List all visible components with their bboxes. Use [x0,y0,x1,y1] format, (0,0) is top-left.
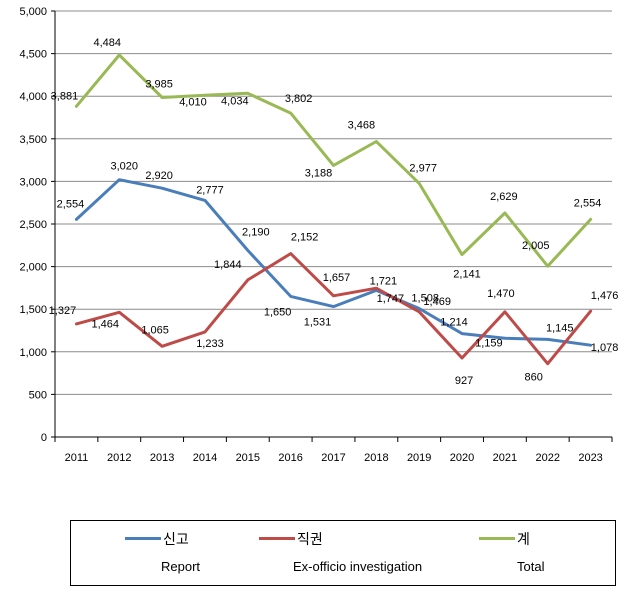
y-tick-label: 3,500 [19,134,47,146]
data-label-total: 2,629 [490,191,518,203]
data-label-total: 2,554 [574,197,602,209]
data-label-report: 2,777 [196,184,224,196]
data-label-exofficio: 927 [455,375,473,387]
y-tick-label: 500 [29,389,47,401]
line-chart: 0 500 1,000 1,500 2,000 2,500 3,000 3,500 4,000 4… [19,6,619,464]
data-label-report: 2,920 [145,170,173,182]
data-label-report: 1,159 [475,337,503,349]
data-label-exofficio: 1,464 [92,318,120,330]
chart-legend: 신고 Report 직권 Ex-officio investigation 계 … [70,520,616,586]
x-tick-label: 2022 [535,452,559,464]
data-label-total: 4,034 [221,95,249,107]
y-tick-label: 1,500 [19,304,47,316]
data-label-report: 3,020 [111,161,139,173]
x-tick-label: 2019 [407,452,431,464]
legend-label-exofficio-en: Ex-officio investigation [293,559,423,574]
y-tick-label: 1,000 [19,347,47,359]
grid-lines [55,10,612,395]
x-tick-label: 2015 [236,452,260,464]
x-tick-label: 2017 [321,452,345,464]
y-tick-label: 5,000 [19,6,47,18]
data-label-total: 2,141 [453,269,481,281]
data-label-report: 1,531 [304,317,332,329]
y-tick-label: 2,500 [19,219,47,231]
x-tick-label: 2016 [278,452,302,464]
series-line-total [74,53,593,268]
data-label-report: 2,554 [57,198,85,210]
data-label-exofficio: 1,657 [323,272,351,284]
data-label-total: 4,010 [179,96,207,108]
data-label-total: 3,468 [348,120,376,132]
data-label-exofficio: 860 [525,372,543,384]
y-tick-label: 2,000 [19,262,47,274]
data-label-exofficio: 2,152 [291,232,319,244]
data-label-report: 2,190 [242,226,270,238]
data-label-exofficio: 1,327 [49,305,77,317]
x-tick-label: 2014 [193,452,217,464]
x-tick-label: 2020 [450,452,474,464]
legend-label-report: 신고 [163,532,189,548]
y-tick-label: 4,500 [19,49,47,61]
data-label-total: 2,977 [409,162,437,174]
data-label-report: 1,145 [546,322,574,334]
data-label-report: 1,721 [370,275,398,287]
series-line-report [74,178,593,347]
x-tick-label: 2013 [150,452,174,464]
x-tick-label: 2011 [65,452,89,464]
x-tick-label: 2018 [364,452,388,464]
series-lines [74,53,593,366]
data-label-total: 3,985 [145,78,173,90]
x-tick-label: 2012 [107,452,131,464]
legend-label-total: 계 [517,532,530,548]
data-label-exofficio: 1,476 [591,290,619,302]
data-label-report: 1,508 [411,293,439,305]
x-tick-label: 2023 [578,452,602,464]
legend-label-total-en: Total [517,559,545,574]
data-label-total: 3,881 [51,90,79,102]
data-label-exofficio: 1,844 [214,259,242,271]
data-label-total: 3,188 [305,167,333,179]
data-label-report: 1,214 [440,317,468,329]
y-tick-label: 4,000 [19,91,47,103]
series-line-exofficio [74,252,593,366]
x-tick-label: 2021 [493,452,517,464]
legend-label-report-en: Report [161,559,201,574]
data-label-report: 1,650 [264,306,292,318]
x-axis-ticks: 2011 2012 2013 2014 2015 2016 2017 2018 2019 2020… [54,437,613,464]
legend-line-exofficio [259,537,295,540]
y-tick-label: 0 [41,432,47,444]
data-labels: 2,554 3,020 2,920 2,777 2,190 1,650 1,531 1,721… [49,37,619,387]
data-label-total: 2,005 [522,240,550,252]
data-label-exofficio: 1,469 [423,296,451,308]
data-label-exofficio: 1,747 [377,293,405,305]
y-tick-label: 3,000 [19,176,47,188]
data-label-total: 4,484 [94,37,122,49]
data-label-exofficio: 1,233 [196,338,224,350]
data-label-report: 1,078 [591,342,619,354]
legend-label-exofficio: 직권 [297,532,323,548]
legend-line-total [479,537,515,540]
data-label-exofficio: 1,065 [141,324,169,336]
data-label-total: 3,802 [285,93,313,105]
legend-line-report [125,537,161,540]
data-label-exofficio: 1,470 [487,288,515,300]
y-axis-ticks: 0 500 1,000 1,500 2,000 2,500 3,000 3,500 4,000 4… [19,6,55,444]
